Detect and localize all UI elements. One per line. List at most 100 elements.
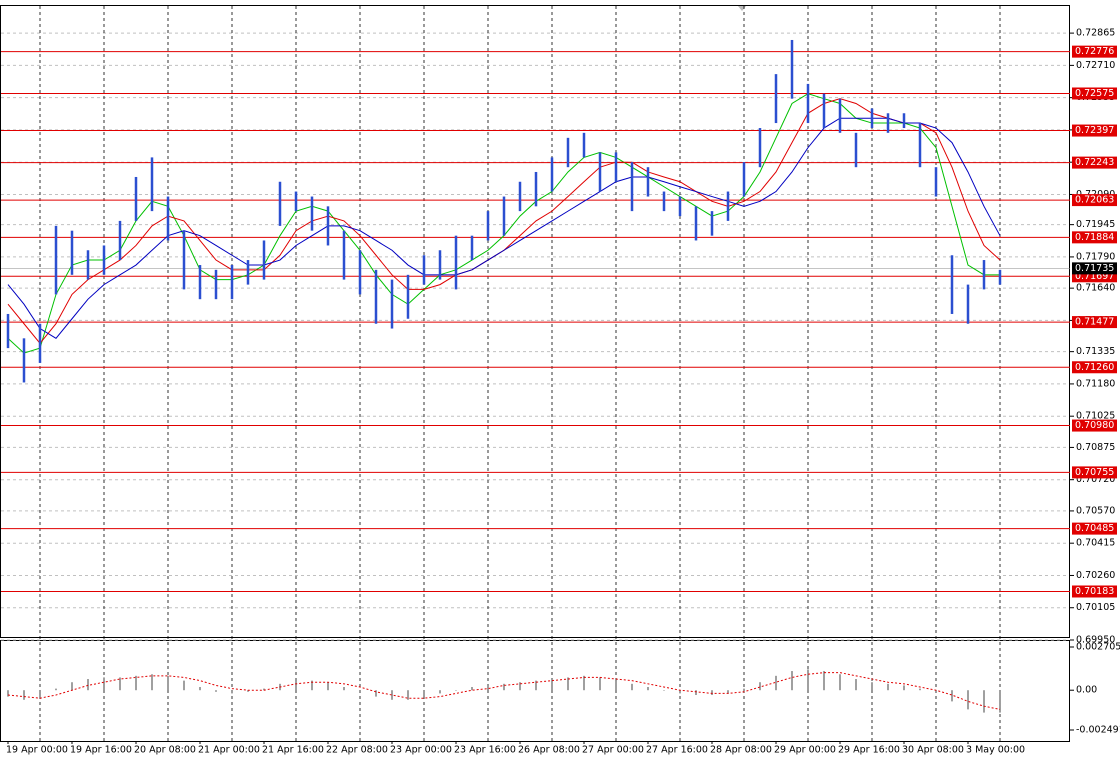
level-label-bg	[1072, 585, 1117, 598]
osc-bar	[359, 690, 361, 692]
osc-bar	[951, 690, 953, 702]
osc-bar	[55, 688, 57, 691]
y-tick-label: 0.69950	[1076, 635, 1115, 646]
osc-bar	[983, 690, 985, 713]
osc-bar	[519, 682, 521, 691]
level-label: 0.72243	[1075, 157, 1114, 168]
osc-bar	[439, 690, 441, 694]
osc-bar	[327, 682, 329, 691]
level-label: 0.70485	[1075, 523, 1114, 534]
osc-bar	[679, 690, 681, 694]
x-tick-label: 27 Apr 00:00	[582, 745, 644, 756]
osc-y-tick-label: 0.00	[1076, 685, 1097, 696]
osc-bar	[967, 690, 969, 710]
osc-bar	[871, 682, 873, 691]
osc-signal	[7, 672, 1001, 710]
osc-bar	[887, 683, 889, 691]
x-tick-label: 21 Apr 16:00	[262, 745, 324, 756]
x-tick-label: 30 Apr 08:00	[902, 745, 964, 756]
osc-bar	[823, 671, 825, 691]
osc-bar	[647, 687, 649, 691]
level-label: 0.72776	[1075, 46, 1114, 57]
osc-bar	[7, 690, 9, 697]
osc-bar	[743, 688, 745, 691]
osc-bar	[711, 690, 713, 696]
osc-bar	[87, 679, 89, 691]
level-label: 0.70755	[1075, 467, 1114, 478]
level-label-bg	[1072, 156, 1117, 169]
osc-bar	[407, 690, 409, 700]
level-label-bg	[1072, 316, 1117, 329]
osc-bar	[247, 690, 249, 692]
osc-bar	[471, 687, 473, 691]
osc-bar	[183, 680, 185, 691]
osc-bar	[535, 680, 537, 691]
level-label-bg	[1072, 45, 1117, 58]
osc-bar	[343, 687, 345, 691]
osc-bar	[903, 685, 905, 691]
osc-bar	[71, 682, 73, 691]
moving-average	[7, 93, 1000, 354]
level-label-bg	[1072, 194, 1117, 207]
y-tick-label: 0.70720	[1076, 474, 1115, 485]
y-tick-label: 0.71025	[1076, 411, 1115, 422]
osc-bar	[855, 679, 857, 691]
x-tick-label: 19 Apr 16:00	[70, 745, 132, 756]
osc-bar	[599, 677, 601, 691]
osc-bar	[919, 688, 921, 691]
osc-bar	[839, 674, 841, 691]
y-tick-label: 0.70875	[1076, 442, 1115, 453]
plot	[1, 39, 1070, 713]
osc-bar	[695, 690, 697, 696]
osc-bar	[311, 680, 313, 691]
osc-bar	[231, 690, 233, 694]
x-tick-label: 27 Apr 16:00	[646, 745, 708, 756]
osc-bar	[663, 690, 665, 691]
level-label: 0.71884	[1075, 232, 1114, 243]
y-tick-label: 0.72865	[1076, 28, 1115, 39]
level-label-bg	[1072, 466, 1117, 479]
x-tick-label: 22 Apr 08:00	[326, 745, 388, 756]
y-tick-label: 0.70570	[1076, 505, 1115, 516]
osc-bar	[199, 687, 201, 691]
y-tick-label: 0.71640	[1076, 283, 1115, 294]
level-label: 0.71697	[1075, 271, 1114, 282]
level-label: 0.71260	[1075, 362, 1114, 373]
x-tick-label: 19 Apr 00:00	[6, 745, 68, 756]
osc-y-tick-label: -0.002491	[1076, 725, 1120, 736]
y-tick-label: 0.71335	[1076, 346, 1115, 357]
osc-bar	[167, 675, 169, 691]
level-label-bg	[1072, 419, 1117, 432]
y-tick-label: 0.70260	[1076, 570, 1115, 581]
x-tick-label: 23 Apr 16:00	[454, 745, 516, 756]
osc-bar	[23, 690, 25, 700]
level-label: 0.70980	[1075, 420, 1114, 431]
osc-bar	[295, 680, 297, 691]
osc-bar	[631, 683, 633, 691]
last-price-label: 0.71735	[1075, 263, 1114, 274]
x-tick-label: 23 Apr 00:00	[390, 745, 452, 756]
osc-bar	[263, 688, 265, 691]
x-tick-label: 3 May 00:00	[966, 745, 1025, 756]
x-tick-label: 29 Apr 16:00	[838, 745, 900, 756]
y-tick-label: 0.71790	[1076, 251, 1115, 262]
osc-bar	[487, 685, 489, 691]
level-label-bg	[1072, 522, 1117, 535]
y-tick-label: 0.71945	[1076, 219, 1115, 230]
osc-bar	[39, 690, 41, 699]
osc-bar	[775, 675, 777, 691]
osc-bar	[503, 683, 505, 691]
y-tick-label: 0.71180	[1076, 378, 1115, 389]
y-tick-label: 0.70105	[1076, 602, 1115, 613]
level-label: 0.72063	[1075, 195, 1114, 206]
osc-bar	[455, 690, 457, 691]
last-price-bg	[1072, 262, 1117, 275]
osc-bar	[807, 669, 809, 691]
osc-bar	[791, 671, 793, 691]
level-label: 0.71477	[1075, 317, 1114, 328]
x-tick-label: 20 Apr 08:00	[134, 745, 196, 756]
osc-bar	[215, 690, 217, 692]
main-panel	[0, 5, 1070, 638]
